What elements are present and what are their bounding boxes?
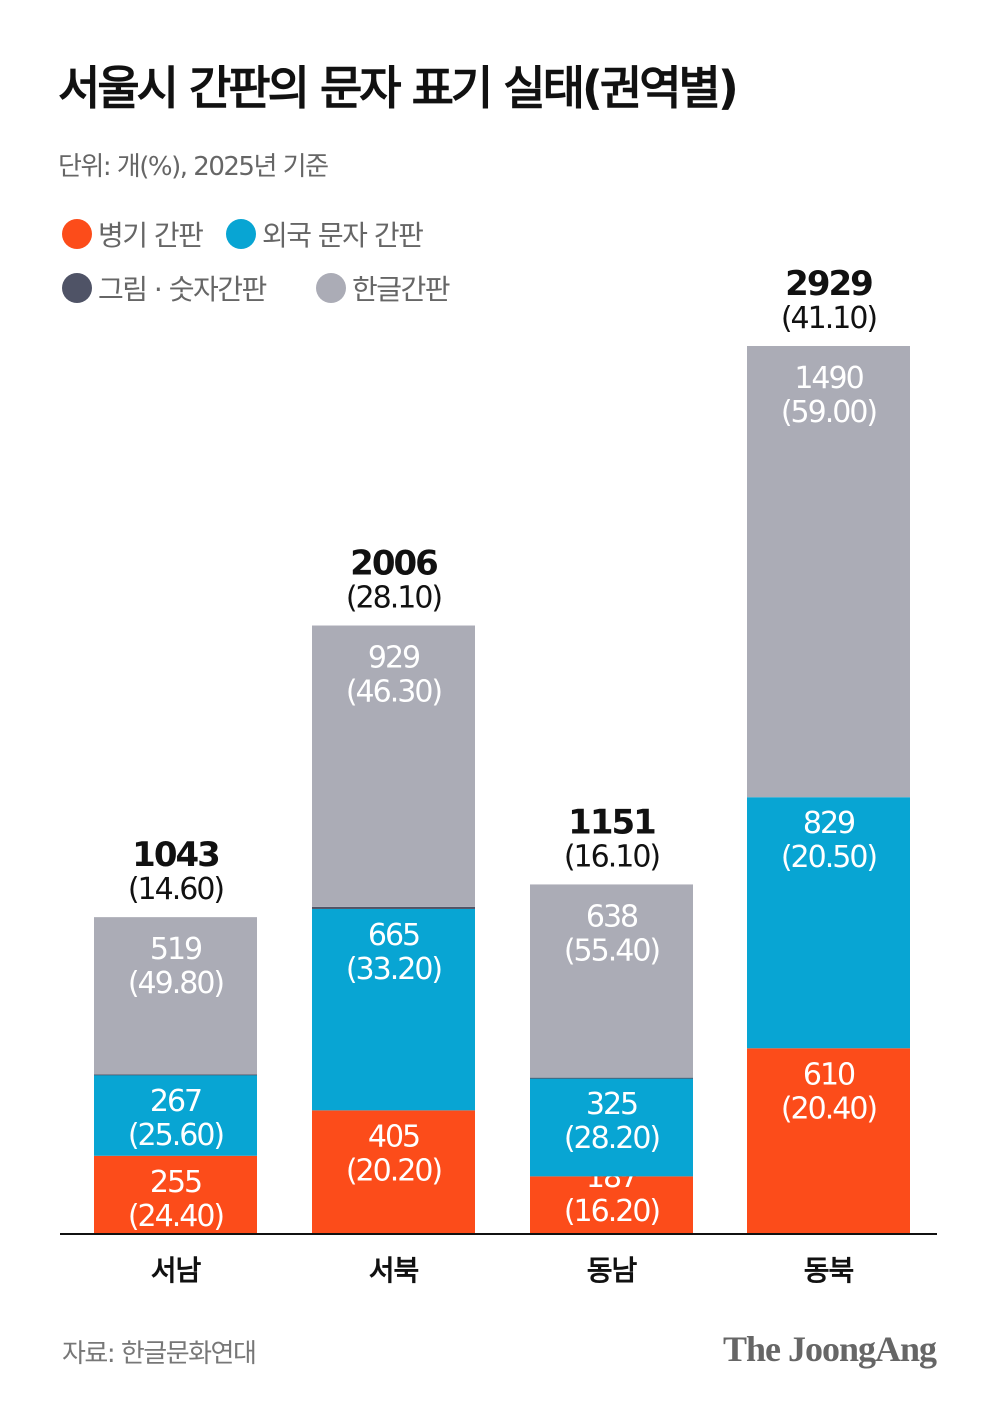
bar-segment	[747, 346, 910, 798]
source-note: 자료: 한글문화연대	[62, 1339, 257, 1369]
segment-pct-label: (16.20)	[564, 1194, 660, 1229]
total-value-label: 2006	[350, 544, 437, 584]
segment-value-label: 519	[150, 932, 201, 967]
segment-pct-label: (20.40)	[781, 1091, 877, 1126]
segment-pct-label: (49.80)	[128, 966, 224, 1001]
legend-item-korean: 한글간판	[316, 268, 451, 308]
segment-pct-label: (24.40)	[128, 1199, 224, 1234]
legend-dot-icon	[62, 273, 92, 303]
category-tick-label: 서북	[369, 1254, 419, 1287]
bar-segment	[94, 1155, 257, 1233]
category-tick-label: 서남	[151, 1254, 202, 1287]
segment-pct-label: (28.20)	[564, 1121, 660, 1156]
bar-segment	[747, 797, 910, 1049]
total-value-label: 1043	[132, 835, 219, 875]
total-pct-label: (28.10)	[346, 581, 442, 616]
bar-segment	[530, 1176, 693, 1233]
bar-segment	[312, 1110, 475, 1233]
segment-value-label: 665	[368, 918, 419, 953]
legend-label: 병기 간판	[98, 219, 204, 252]
total-value-label: 1151	[568, 802, 655, 842]
total-pct-label: (41.10)	[781, 301, 877, 336]
segment-pct-label: (20.20)	[346, 1153, 442, 1188]
legend-dot-icon	[316, 273, 346, 303]
legend-item-bilingual: 병기 간판	[62, 214, 204, 254]
total-pct-label: (14.60)	[128, 872, 224, 907]
legend-dot-icon	[226, 219, 256, 249]
total-pct-label: (16.10)	[564, 839, 660, 874]
segment-value-label: 829	[803, 806, 854, 841]
segment-pct-label: (55.40)	[564, 933, 660, 968]
legend-dot-icon	[62, 219, 92, 249]
legend-label: 한글간판	[352, 273, 451, 306]
segment-value-label: 267	[150, 1084, 201, 1119]
segment-value-label: 610	[803, 1057, 855, 1092]
segment-pct-label: (33.20)	[346, 952, 442, 987]
legend-item-foreign: 외국 문자 간판	[226, 214, 424, 254]
chart-subtitle: 단위: 개(%), 2025년 기준	[58, 152, 329, 182]
publisher-logo: The JoongAng	[722, 1329, 937, 1369]
bar-segment	[94, 917, 257, 1075]
bar-segment	[94, 1074, 257, 1156]
legend-label: 외국 문자 간판	[262, 219, 424, 252]
segment-value-label: 638	[586, 899, 638, 934]
legend-item-picture-number: 그림 · 숫자간판	[62, 268, 267, 308]
bar-segment	[530, 1077, 693, 1177]
segment-value-label: 255	[150, 1165, 201, 1200]
bar-segment	[312, 625, 475, 907]
legend-label: 그림 · 숫자간판	[98, 273, 267, 306]
bar-segment	[312, 908, 475, 1111]
segment-pct-label: (46.30)	[346, 675, 442, 710]
segment-value-label: 929	[368, 641, 419, 676]
segment-pct-label: (25.60)	[128, 1118, 224, 1153]
bar-segment	[530, 1077, 693, 1079]
bar-segment	[747, 1048, 910, 1233]
category-tick-label: 동북	[804, 1254, 854, 1287]
segment-value-label: 1490	[794, 361, 863, 396]
segment-value-label: 325	[586, 1087, 637, 1122]
bar-segment	[312, 906, 475, 909]
chart-title: 서울시 간판의 문자 표기 실태(권역별)	[58, 61, 739, 115]
bar-segment	[530, 884, 693, 1078]
total-value-label: 2929	[785, 264, 872, 304]
segment-pct-label: (20.50)	[781, 840, 877, 875]
segment-pct-label: (59.00)	[781, 395, 877, 430]
bar-segment	[94, 1074, 257, 1076]
category-tick-label: 동남	[587, 1254, 638, 1287]
segment-value-label: 405	[368, 1119, 419, 1154]
